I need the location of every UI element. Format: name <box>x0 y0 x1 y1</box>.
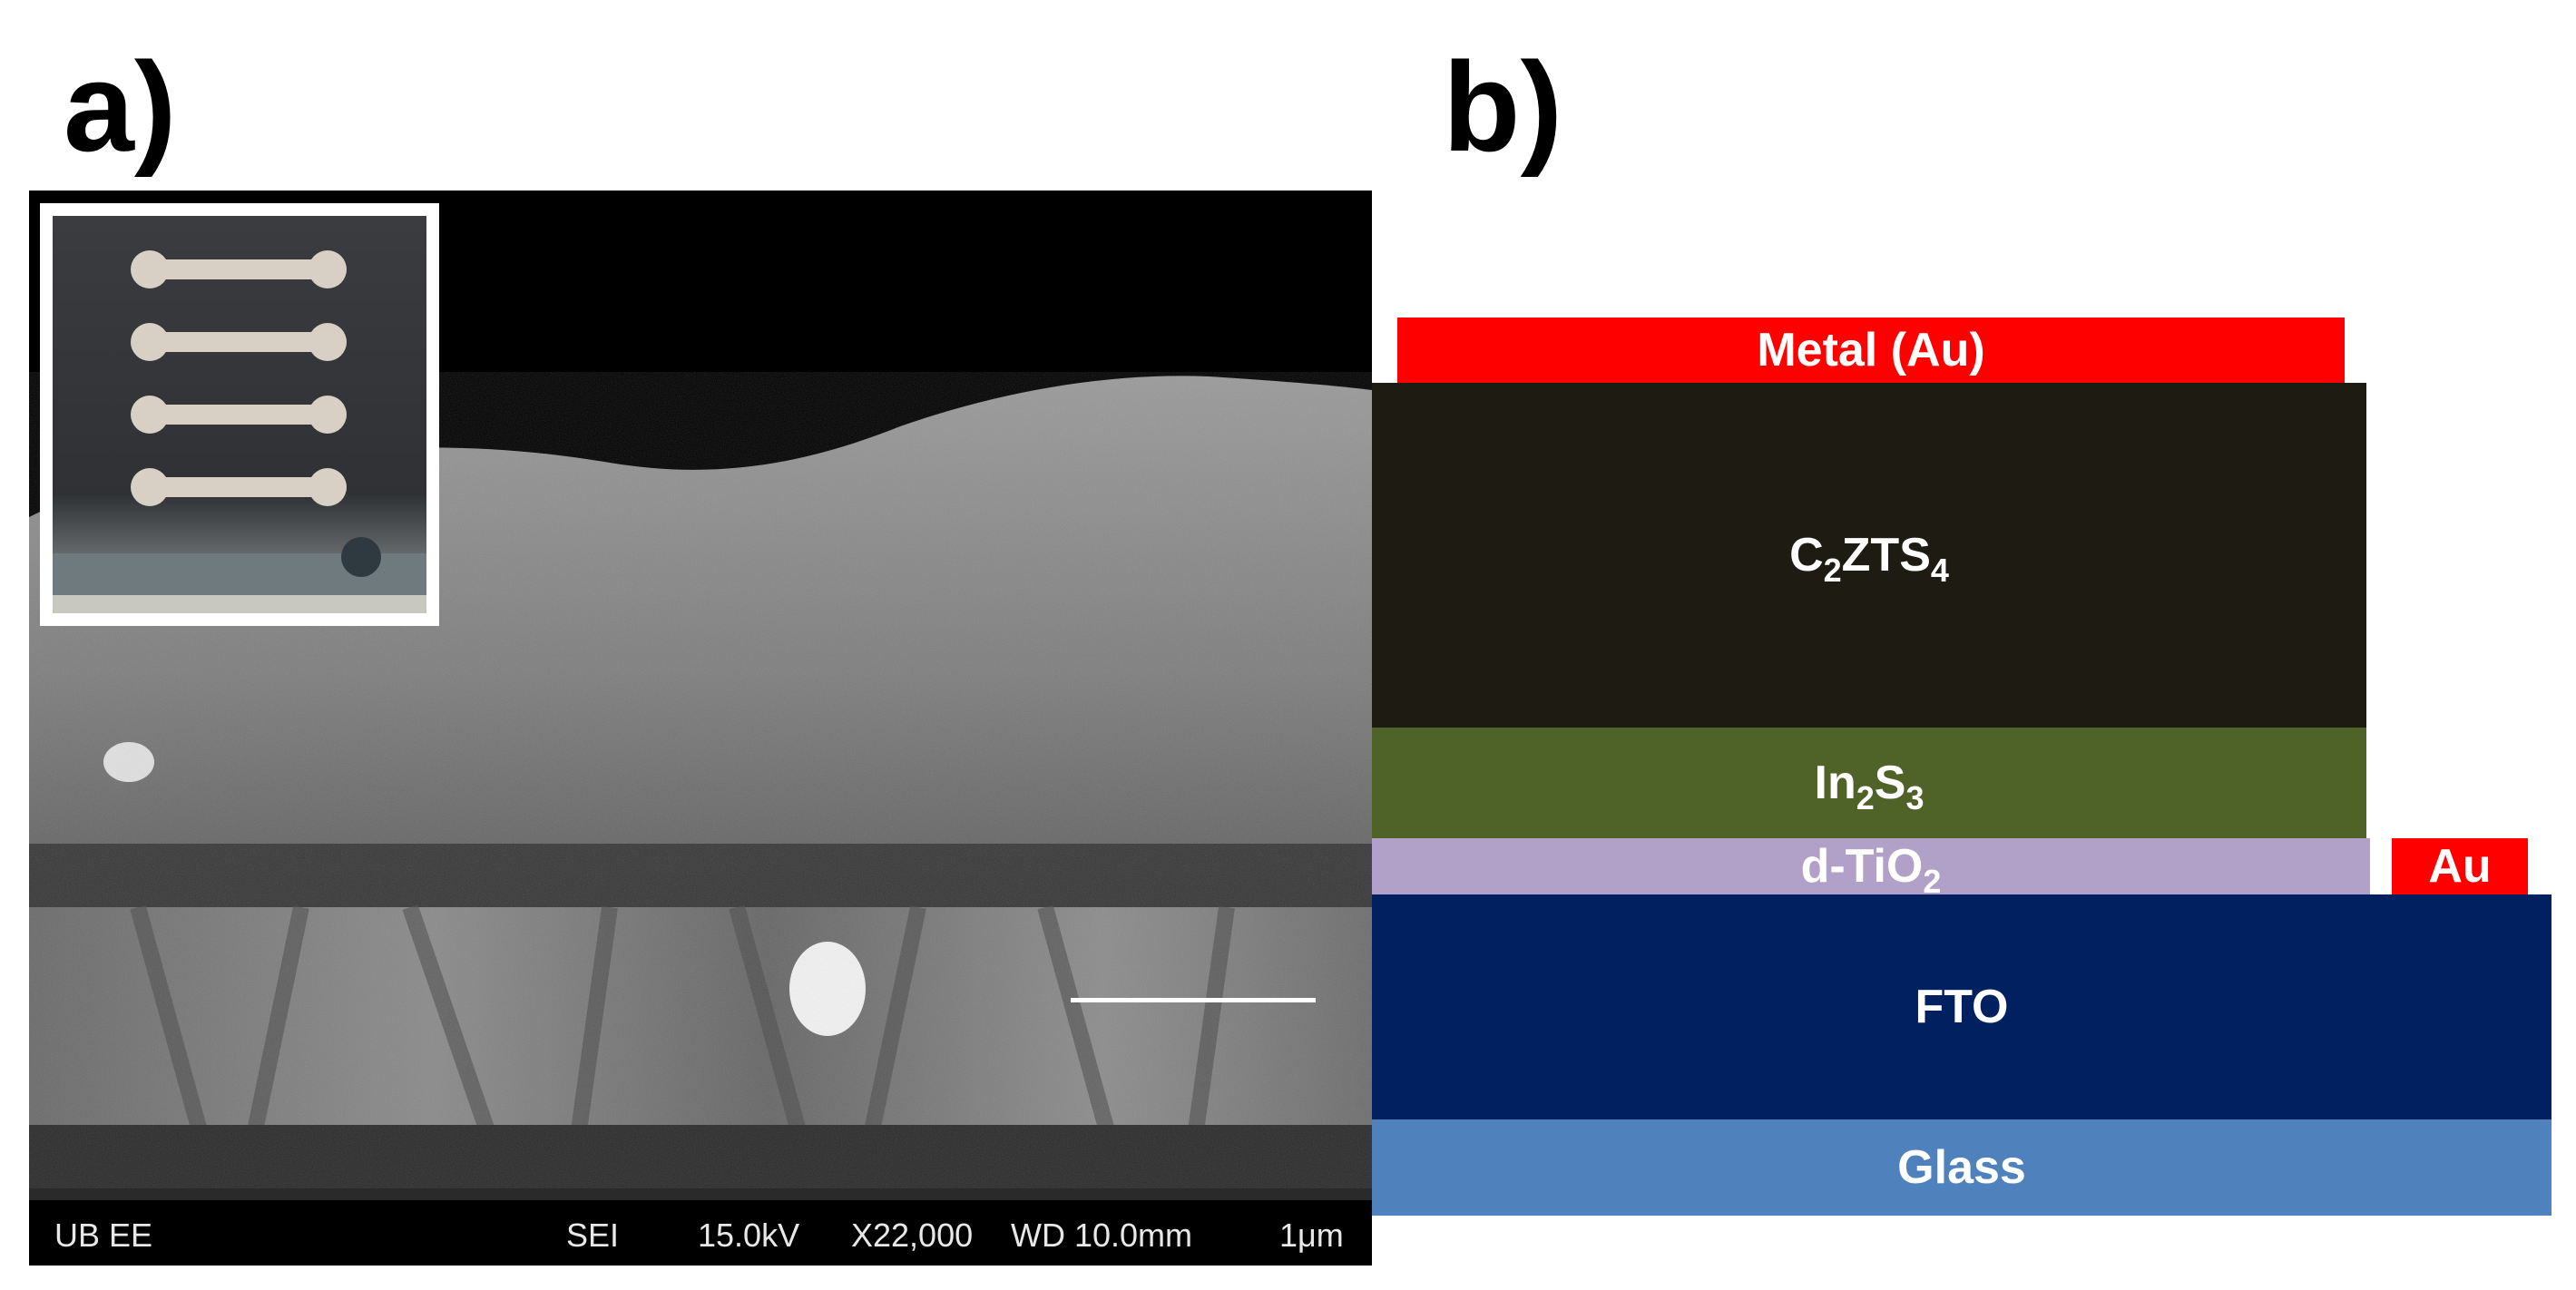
gold-contact-pad <box>131 468 347 506</box>
layer-in2s3: In2S3 <box>1372 728 2366 838</box>
layer-metal-label: Metal (Au) <box>1757 324 1985 376</box>
sem-info-bar: UB EE SEI 15.0kV X22,000 WD 10.0mm 1μm <box>29 1200 1372 1266</box>
glass-edge <box>53 595 426 613</box>
layer-czts-label: C2ZTS4 <box>1789 529 1949 589</box>
layer-au-contact-label: Au <box>2428 840 2492 893</box>
sem-scale-label: 1μm <box>1279 1217 1344 1254</box>
layer-tio2-label: d-TiO2 <box>1800 840 1942 900</box>
sem-voltage-label: 15.0kV <box>698 1217 800 1254</box>
contact-dot <box>341 537 381 577</box>
device-photo <box>53 216 426 613</box>
layer-fto-label: FTO <box>1915 981 2009 1033</box>
gold-contact-pad <box>131 323 347 361</box>
gold-contact-pad <box>131 396 347 434</box>
layer-glass: Glass <box>1372 1119 2552 1216</box>
layer-fto: FTO <box>1372 894 2552 1119</box>
sem-lab-label: UB EE <box>54 1217 153 1254</box>
layer-czts: C2ZTS4 <box>1372 383 2366 728</box>
gold-contact-pad <box>131 250 347 288</box>
panel-label-a: a) <box>64 35 177 178</box>
layer-au-contact: Au <box>2392 838 2528 894</box>
sem-working-distance-label: WD 10.0mm <box>1011 1217 1193 1254</box>
layer-glass-label: Glass <box>1897 1141 2026 1194</box>
layer-in2s3-label: In2S3 <box>1814 757 1925 816</box>
sem-mode-label: SEI <box>566 1217 620 1254</box>
panel-label-b: b) <box>1443 35 1563 178</box>
layer-metal-au: Metal (Au) <box>1397 318 2345 383</box>
sem-cross-section-image: UB EE SEI 15.0kV X22,000 WD 10.0mm 1μm <box>29 191 1372 1266</box>
scale-bar <box>1071 998 1316 1002</box>
device-photo-inset <box>40 203 439 626</box>
sem-magnification-label: X22,000 <box>851 1217 974 1254</box>
layer-tio2: d-TiO2 <box>1372 838 2370 900</box>
